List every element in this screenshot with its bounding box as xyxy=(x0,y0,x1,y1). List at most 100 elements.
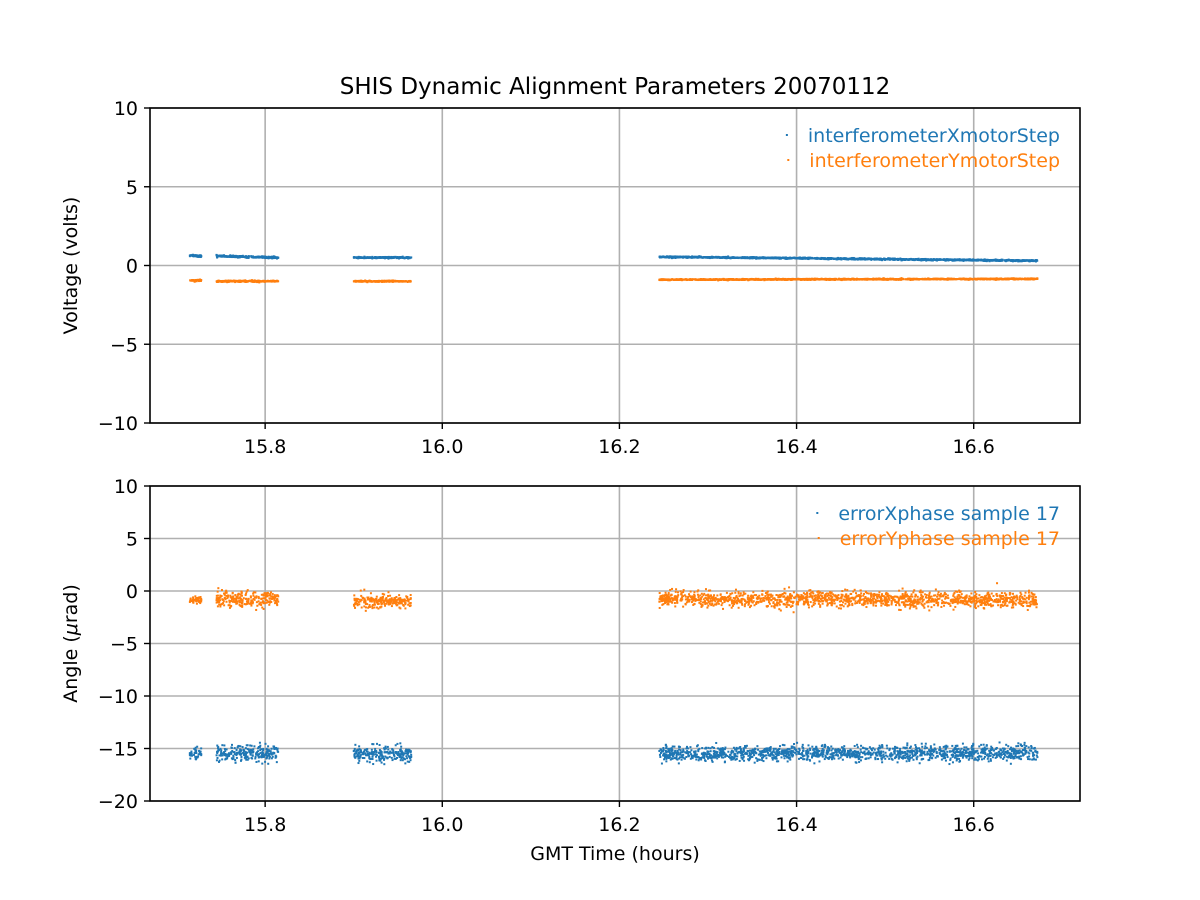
angle-data-point xyxy=(744,751,747,754)
angle-data-point xyxy=(658,753,661,756)
voltage-data-point xyxy=(683,256,686,259)
voltage-data-point xyxy=(246,280,249,283)
voltage-data-point xyxy=(715,255,718,258)
voltage-data-point xyxy=(834,278,837,281)
voltage-data-point xyxy=(243,255,246,258)
angle-data-point xyxy=(757,748,760,751)
voltage-data-point xyxy=(239,255,242,258)
angle-data-point xyxy=(715,741,718,744)
angle-data-point xyxy=(353,753,356,756)
voltage-data-point xyxy=(847,258,850,261)
voltage-data-point xyxy=(786,257,789,260)
voltage-data-point xyxy=(252,280,255,283)
angle-data-point xyxy=(998,741,1001,744)
voltage-data-point xyxy=(369,256,372,259)
voltage-data-point xyxy=(399,280,402,283)
voltage-data-point xyxy=(852,278,855,281)
voltage-data-point xyxy=(721,278,724,281)
voltage-data-point xyxy=(949,258,952,261)
voltage-data-point xyxy=(754,257,757,260)
voltage-data-point xyxy=(700,278,703,281)
angle-data-point xyxy=(902,746,905,749)
angle-data-point xyxy=(384,755,387,758)
voltage-data-point xyxy=(854,257,857,260)
voltage-data-point xyxy=(262,280,265,283)
angle-data-point xyxy=(885,744,888,747)
angle-data-point xyxy=(384,747,387,750)
voltage-data-point xyxy=(790,256,793,259)
voltage-data-point xyxy=(992,278,995,281)
voltage-data-point xyxy=(859,258,862,261)
angle-data-point xyxy=(276,747,279,750)
angle-data-point xyxy=(944,752,947,755)
voltage-data-point xyxy=(956,258,959,261)
voltage-data-point xyxy=(694,255,697,258)
voltage-data-point xyxy=(943,258,946,261)
voltage-data-point xyxy=(253,279,256,282)
voltage-data-point xyxy=(845,257,848,260)
voltage-data-point xyxy=(392,280,395,283)
angle-data-point xyxy=(374,747,377,750)
voltage-data-point xyxy=(888,258,891,261)
voltage-data-point xyxy=(194,278,197,281)
voltage-data-point xyxy=(1035,259,1038,262)
angle-data-point xyxy=(835,753,838,756)
voltage-data-point xyxy=(698,255,701,258)
angle-data-point xyxy=(235,756,238,759)
voltage-legend-label: interferometerYmotorStep xyxy=(809,150,1060,172)
voltage-data-point xyxy=(733,256,736,259)
angle-data-point xyxy=(374,753,377,756)
angle-data-point xyxy=(216,751,219,754)
voltage-data-point xyxy=(215,253,218,256)
voltage-data-point xyxy=(244,279,247,282)
angle-data-point xyxy=(666,750,669,753)
angle-data-point xyxy=(358,748,361,751)
angle-data-point xyxy=(384,745,387,748)
voltage-data-point xyxy=(909,258,912,261)
angle-data-point xyxy=(946,750,949,753)
angle-data-point xyxy=(399,759,402,762)
voltage-data-point xyxy=(192,254,195,257)
voltage-data-point xyxy=(407,257,410,260)
angle-data-point xyxy=(409,756,412,759)
voltage-data-point xyxy=(258,280,261,283)
voltage-data-point xyxy=(255,256,258,259)
angle-data-point xyxy=(394,744,397,747)
voltage-data-point xyxy=(375,256,378,259)
voltage-data-point xyxy=(860,257,863,260)
voltage-data-point xyxy=(810,257,813,260)
angle-data-point xyxy=(387,752,390,755)
voltage-data-point xyxy=(677,256,680,259)
voltage-data-point xyxy=(905,258,908,261)
angle-data-point xyxy=(372,743,375,746)
angle-data-point xyxy=(973,758,976,761)
angle-data-point xyxy=(254,755,257,758)
voltage-data-point xyxy=(1006,259,1009,262)
angle-data-point xyxy=(259,752,262,755)
angle-data-point xyxy=(225,753,228,756)
angle-data-point xyxy=(363,748,366,751)
voltage-data-point xyxy=(694,278,697,281)
voltage-data-point xyxy=(987,277,990,280)
voltage-data-point xyxy=(982,259,985,262)
voltage-data-point xyxy=(973,277,976,280)
angle-data-point xyxy=(775,757,778,760)
voltage-data-point xyxy=(780,257,783,260)
voltage-data-point xyxy=(689,278,692,281)
angle-data-point xyxy=(1015,749,1018,752)
angle-data-point xyxy=(928,756,931,759)
angle-data-point xyxy=(383,748,386,751)
voltage-data-point xyxy=(671,278,674,281)
angle-data-point xyxy=(251,754,254,757)
angle-data-point xyxy=(380,761,383,764)
angle-data-point xyxy=(753,754,756,757)
voltage-data-point xyxy=(392,256,395,259)
angle-data-point xyxy=(914,746,917,749)
voltage-data-point xyxy=(405,256,408,259)
angle-data-point xyxy=(268,757,271,760)
voltage-data-point xyxy=(969,277,972,280)
voltage-legend-marker xyxy=(787,159,790,161)
voltage-data-point xyxy=(374,256,377,259)
voltage-data-point xyxy=(991,259,994,262)
voltage-data-point xyxy=(695,256,698,259)
